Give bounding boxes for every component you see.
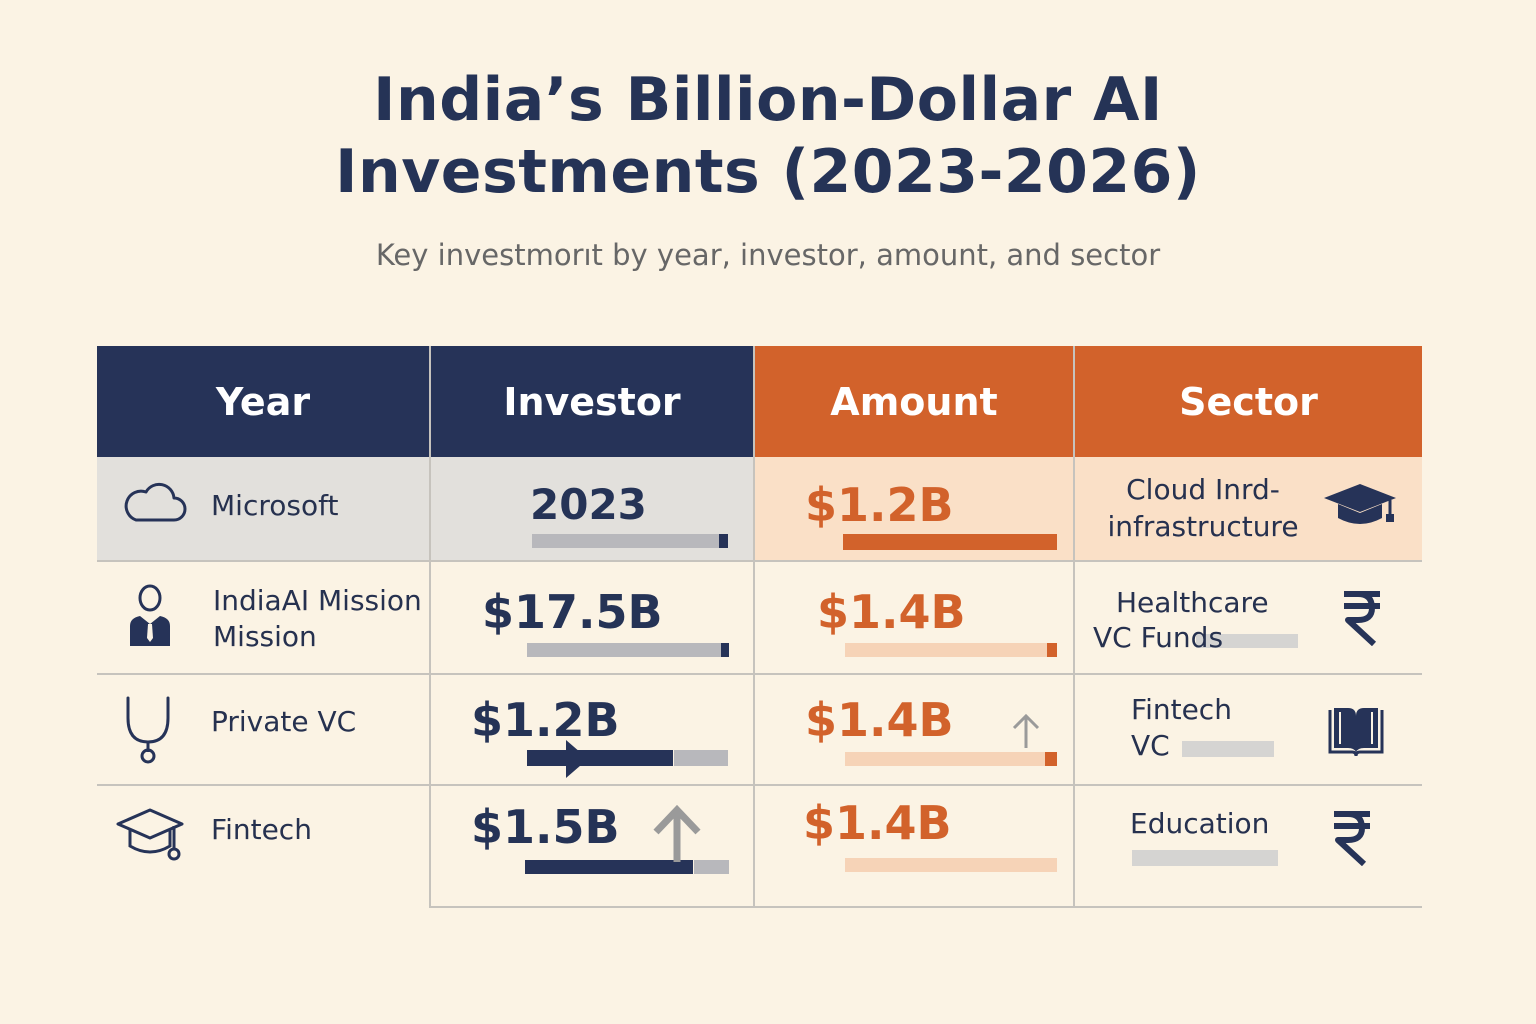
row-1-investor-label: Microsoft — [211, 489, 339, 522]
row-1-year-value: 2023 — [530, 480, 647, 529]
header-sector: Sector — [1075, 346, 1422, 457]
row-4-amount-value: $1.4B — [803, 796, 952, 850]
row-3-col2-bar-rest — [674, 750, 728, 766]
header-year: Year — [97, 346, 429, 457]
page-title: India’s Billion-Dollar AI Investments (2… — [0, 64, 1536, 208]
header-amount: Amount — [755, 346, 1073, 457]
row-4-sector-bar — [1132, 850, 1278, 866]
row-1-sector-line-1: Cloud Inrd- — [1126, 473, 1280, 506]
header-investor: Investor — [431, 346, 753, 457]
row-2-investor-line-1: IndiaAI Mission — [213, 584, 422, 617]
rupee-icon — [1344, 591, 1380, 646]
row-3-sector-line-2: VC — [1131, 729, 1170, 762]
grid-hline-4 — [429, 906, 1422, 908]
row-2-sector-line-1: Healthcare — [1116, 586, 1269, 619]
row-1-col2-bar — [532, 534, 728, 548]
row-4-amount-bar — [845, 858, 1057, 872]
row-2-sector-line-2: VC Funds — [1093, 621, 1224, 654]
row-2-amount-bar — [845, 643, 1057, 657]
row-3-amount-bar-end — [1045, 752, 1057, 766]
page-subtitle: Key investmorıt by year, investor, amoun… — [375, 238, 1161, 272]
row-2-col2-bar — [527, 643, 729, 657]
row-1-sector-line-2: infrastructure — [1107, 510, 1299, 543]
title-line-2: Investments (2023-2026) — [335, 137, 1201, 207]
arrow-up-large-icon — [653, 804, 701, 862]
row-3-sector-line-1: Fintech — [1131, 693, 1232, 726]
row-4-sector-label: Education — [1130, 807, 1270, 840]
row-3-amount-bar — [845, 752, 1057, 766]
graduation-cap-icon — [1324, 484, 1396, 524]
row-3-col2-bar — [527, 750, 673, 766]
stethoscope-icon — [126, 696, 170, 764]
row-4-col2-bar — [525, 860, 693, 874]
grid-hline-3 — [97, 784, 1422, 786]
row-2-amount-value: $1.4B — [817, 585, 966, 639]
row-3-sector-bar — [1182, 741, 1274, 757]
row-1-amount-value: $1.2B — [805, 478, 954, 532]
arrow-right-icon — [566, 740, 588, 778]
row-4-col2-value: $1.5B — [471, 800, 620, 854]
arrow-up-icon — [1012, 713, 1040, 748]
grid-vline-2 — [753, 346, 755, 908]
grid-vline-1 — [429, 346, 431, 908]
row-3-investor-label: Private VC — [211, 705, 357, 738]
cloud-icon — [124, 482, 187, 522]
row-2-col2-value: $17.5B — [482, 585, 663, 639]
graduation-cap-outline-icon — [116, 808, 184, 861]
row-1-amount-bar — [843, 534, 1057, 550]
row-4-investor-label: Fintech — [211, 813, 312, 846]
book-icon — [1328, 708, 1384, 757]
grid-hline-2 — [97, 673, 1422, 675]
row-2-col2-bar-end — [721, 643, 729, 657]
title-line-1: India’s Billion-Dollar AI — [373, 65, 1163, 135]
grid-vline-3 — [1073, 346, 1075, 908]
rupee-icon — [1334, 811, 1370, 866]
row-2-amount-bar-end — [1047, 643, 1057, 657]
row-3-amount-value: $1.4B — [805, 693, 954, 747]
row-3-col2-value: $1.2B — [471, 693, 620, 747]
row-1-col2-bar-end — [719, 534, 728, 548]
person-icon — [130, 584, 170, 646]
grid-hline-1 — [97, 560, 1422, 562]
row-2-sector-bar — [1196, 634, 1298, 648]
row-4-col2-bar-rest — [694, 860, 729, 874]
row-2-investor-line-2: Mission — [213, 620, 317, 653]
